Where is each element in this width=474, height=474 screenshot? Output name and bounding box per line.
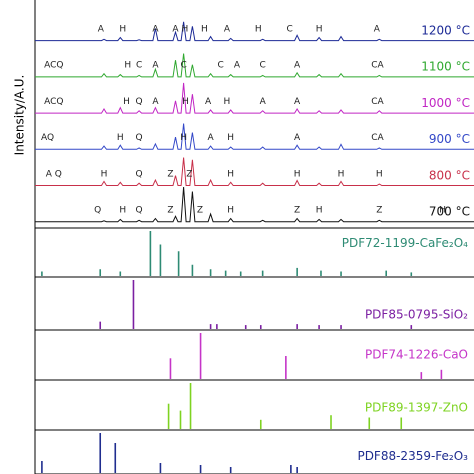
- peak-label: A: [374, 25, 381, 35]
- pattern-line: [35, 53, 474, 78]
- peak-label: C: [180, 61, 186, 71]
- peak-label: A: [152, 97, 159, 107]
- peak-label: A: [294, 97, 301, 107]
- peak-label: Z: [197, 206, 203, 216]
- peak-label: H: [117, 133, 124, 143]
- peak-label: Z: [167, 169, 173, 179]
- peak-label: Q: [136, 133, 143, 143]
- peak-label: A Q: [46, 169, 62, 179]
- peak-label: A: [98, 25, 105, 35]
- peak-label: A: [205, 97, 212, 107]
- peak-label: A: [224, 25, 231, 35]
- peak-label: H: [316, 25, 323, 35]
- peak-label: C: [136, 61, 142, 71]
- series-label: 700 °C: [429, 205, 470, 219]
- series-label: 800 °C: [429, 168, 470, 182]
- peak-label: CA: [371, 133, 384, 143]
- peak-label: Q: [136, 169, 143, 179]
- peak-label: H: [316, 206, 323, 216]
- reference-label: PDF85-0795-SiO₂: [365, 308, 468, 322]
- peak-label: CA: [371, 61, 384, 71]
- peak-label: ACQ: [44, 61, 63, 71]
- y-axis-label: Intensity/A.U.: [13, 75, 27, 156]
- peak-label: H: [123, 97, 130, 107]
- series-label: 900 °C: [429, 132, 470, 146]
- peak-label: H: [376, 169, 383, 179]
- peak-label: A: [234, 61, 241, 71]
- peak-label: H: [119, 25, 126, 35]
- peak-label: A: [294, 133, 301, 143]
- reference-label: PDF72-1199-CaFe₂O₄: [342, 236, 468, 250]
- pattern-line: [35, 186, 474, 223]
- peak-label: H: [201, 25, 208, 35]
- peak-label: C: [217, 61, 223, 71]
- peak-label: A: [260, 97, 267, 107]
- peak-label: A: [294, 61, 301, 71]
- peak-label: H: [180, 133, 187, 143]
- peak-label: C: [286, 25, 292, 35]
- peak-label: C: [260, 61, 266, 71]
- pattern-line: [35, 21, 474, 42]
- peak-label: H: [181, 25, 188, 35]
- series-label: 1200 °C: [421, 24, 470, 38]
- peak-label: A: [152, 61, 159, 71]
- peak-label: Q: [136, 97, 143, 107]
- peak-label: Z: [186, 169, 192, 179]
- reference-label: PDF74-1226-CaO: [365, 348, 468, 362]
- peak-label: A: [172, 25, 179, 35]
- peak-label: H: [227, 206, 234, 216]
- peak-label: H: [227, 169, 234, 179]
- peak-label: Z: [376, 206, 382, 216]
- peak-label: Q: [136, 206, 143, 216]
- peak-label: H: [124, 61, 131, 71]
- peak-label: A: [152, 25, 159, 35]
- peak-label: H: [101, 169, 108, 179]
- peak-label: H: [338, 169, 345, 179]
- pattern-line: [35, 82, 474, 114]
- reference-label: PDF89-1397-ZnO: [365, 401, 468, 415]
- peak-label: Z: [294, 206, 300, 216]
- peak-label: H: [294, 169, 301, 179]
- reference-frame: [34, 429, 474, 474]
- pattern-line: [35, 157, 474, 186]
- series-label: 1100 °C: [421, 60, 470, 74]
- peak-label: H: [182, 97, 189, 107]
- peak-label: Q: [94, 206, 101, 216]
- peak-label: H: [439, 206, 446, 216]
- peak-label: ACQ: [44, 97, 63, 107]
- peak-label: H: [224, 97, 231, 107]
- pattern-line: [35, 123, 474, 150]
- peak-label: H: [227, 133, 234, 143]
- peak-label: Z: [167, 206, 173, 216]
- peak-label: AQ: [41, 133, 54, 143]
- peak-label: CA: [371, 97, 384, 107]
- peak-label: A: [208, 133, 215, 143]
- peak-label: H: [255, 25, 262, 35]
- peak-label: H: [119, 206, 126, 216]
- series-label: 1000 °C: [421, 96, 470, 110]
- reference-label: PDF88-2359-Fe₂O₃: [357, 449, 468, 463]
